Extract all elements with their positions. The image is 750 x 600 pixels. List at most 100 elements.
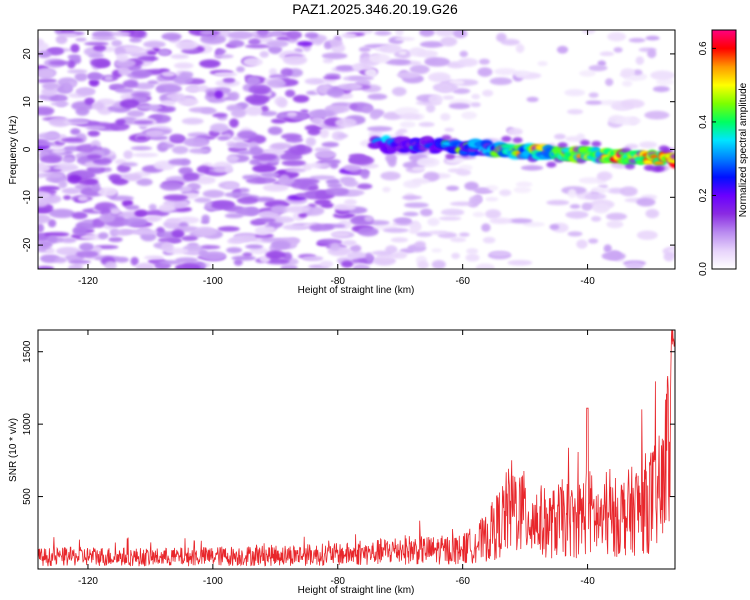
heatmap-cell [171, 145, 189, 155]
heatmap-cell [45, 248, 56, 255]
heatmap-cell [327, 182, 343, 189]
heatmap-cell [652, 85, 670, 93]
heatmap-cell [193, 227, 218, 237]
heatmap-cell [441, 134, 452, 141]
heatmap-cell [288, 144, 313, 155]
colorbar-gradient [711, 29, 737, 270]
heatmap-cell [157, 237, 182, 244]
heatmap-cell [447, 168, 465, 173]
heatmap-cell [645, 35, 660, 41]
snr-x-tick-label: -120 [78, 576, 98, 587]
heatmap-cell [161, 32, 182, 41]
heatmap-cell [336, 133, 349, 138]
heatmap-cell [337, 83, 358, 91]
heatmap-cell [175, 216, 200, 224]
heatmap-cell [266, 39, 289, 48]
heatmap-cell [513, 186, 532, 194]
snr-series-line [38, 330, 675, 567]
heatmap-cell [91, 101, 105, 111]
heatmap-cell [38, 214, 51, 224]
heatmap-cell [198, 249, 208, 258]
heatmap-cell [123, 217, 148, 228]
heatmap-cell [279, 153, 303, 161]
heatmap-cell [385, 58, 411, 66]
heatmap-cell [636, 230, 658, 240]
heatmap-cell [159, 181, 183, 191]
heatmap-cell [134, 82, 155, 90]
heatmap-cell [304, 78, 324, 85]
heatmap-cell [650, 70, 675, 81]
heatmap-cell [374, 31, 392, 36]
heatmap-cell [182, 172, 200, 182]
heatmap-cell [343, 180, 359, 188]
heatmap-cell [416, 231, 433, 237]
heatmap-cell [601, 251, 626, 261]
heatmap-cell [291, 181, 310, 190]
heatmap-cell [233, 259, 243, 266]
heatmap-cell [38, 141, 56, 147]
colorbar-label: Normalized spectral amplitude [738, 82, 749, 217]
heatmap-cell [117, 66, 130, 76]
heatmap-cell [214, 90, 224, 99]
heatmap-cell [97, 187, 118, 197]
heatmap-cell [226, 247, 243, 254]
heatmap-cell [402, 211, 419, 217]
heatmap-cell [445, 153, 456, 160]
heatmap-cell [341, 260, 354, 268]
heatmap-cell [438, 216, 462, 221]
heatmap-cell [99, 213, 116, 223]
heatmap-cell [123, 150, 133, 160]
heatmap-cell [147, 80, 159, 85]
heatmap-cell [244, 105, 263, 116]
heatmap-cell [470, 102, 481, 108]
heatmap-cell [393, 251, 408, 259]
heatmap-ridge-cell [643, 159, 654, 165]
heatmap-cell [639, 141, 658, 149]
heatmap-cell [619, 186, 638, 197]
heatmap-cell [320, 260, 334, 268]
heatmap-cell [70, 43, 80, 53]
heatmap-cell [326, 87, 345, 98]
heatmap-cell [411, 166, 426, 172]
heatmap-ridge-cell [501, 143, 517, 149]
heatmap-cell [622, 80, 633, 87]
heatmap-cell [569, 204, 581, 209]
heatmap-cell [238, 149, 252, 156]
heatmap-cell [48, 60, 70, 66]
heatmap-cell [48, 117, 72, 127]
heatmap-cell [330, 242, 340, 251]
heatmap-cell [132, 120, 154, 125]
spectrogram-x-tick-label: -40 [580, 276, 595, 287]
heatmap-cell [411, 178, 430, 185]
heatmap-cell [166, 217, 182, 224]
heatmap-cell [320, 162, 331, 169]
heatmap-cell [579, 70, 596, 77]
heatmap-cell [395, 30, 404, 37]
heatmap-cell [485, 196, 499, 202]
heatmap-cell [75, 37, 87, 42]
heatmap-cell [47, 219, 57, 228]
heatmap-cell [348, 155, 375, 166]
heatmap-cell [200, 107, 217, 115]
heatmap-cell [134, 209, 149, 218]
heatmap-cell [342, 239, 357, 247]
heatmap-cell [158, 49, 171, 56]
heatmap-cell [224, 191, 250, 198]
heatmap-cell [330, 231, 350, 238]
heatmap-cell [268, 31, 283, 37]
heatmap-cell [296, 192, 316, 199]
heatmap-cell [409, 222, 422, 232]
heatmap-cells [38, 30, 675, 269]
heatmap-cell [181, 235, 198, 242]
spectrogram-y-axis: -20 -10 0 10 20 [22, 48, 675, 252]
heatmap-cell [458, 232, 470, 237]
heatmap-cell [605, 78, 614, 87]
heatmap-cell [61, 137, 84, 143]
heatmap-cell [451, 252, 460, 260]
heatmap-cell [179, 185, 193, 193]
heatmap-cell [227, 30, 254, 40]
heatmap-cell [267, 126, 283, 135]
spectrogram-y-tick-label: 10 [22, 96, 33, 108]
heatmap-cell [557, 142, 568, 149]
